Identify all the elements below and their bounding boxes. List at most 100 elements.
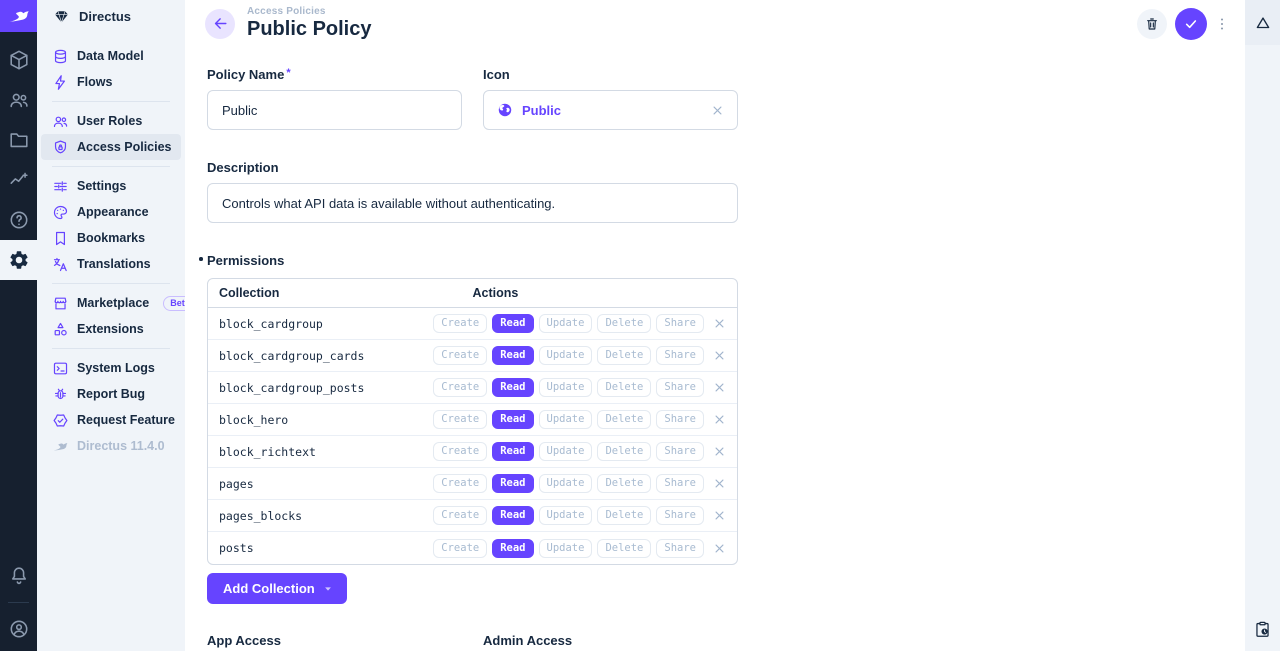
notifications-button[interactable] xyxy=(0,556,37,596)
remove-row-icon[interactable] xyxy=(712,348,727,363)
collection-name[interactable]: pages xyxy=(219,476,254,491)
add-collection-button[interactable]: Add Collection xyxy=(207,573,347,604)
action-chips: Create Read Update Delete Share xyxy=(433,346,704,365)
collection-name[interactable]: block_hero xyxy=(219,412,289,427)
action-chip-read[interactable]: Read xyxy=(492,378,534,397)
action-chip-create[interactable]: Create xyxy=(433,538,488,558)
sidebar-info-button[interactable] xyxy=(1245,0,1280,45)
action-chip-read[interactable]: Read xyxy=(492,474,534,493)
sidebar-item-report-bug[interactable]: Report Bug xyxy=(37,381,185,407)
directus-logo-button[interactable] xyxy=(0,0,37,32)
sidebar-item-label: User Roles xyxy=(77,114,143,128)
action-chip-create[interactable]: Create xyxy=(433,474,488,493)
action-chip-read[interactable]: Read xyxy=(492,442,534,461)
action-chip-create[interactable]: Create xyxy=(433,378,488,397)
breadcrumb[interactable]: Access Policies xyxy=(247,6,326,17)
action-chip-update[interactable]: Update xyxy=(538,538,593,558)
action-chip-read[interactable]: Read xyxy=(492,506,534,525)
action-chip-read[interactable]: Read xyxy=(492,346,534,365)
policy-name-input[interactable] xyxy=(207,90,462,130)
action-chip-create[interactable]: Create xyxy=(433,410,488,429)
remove-row-icon[interactable] xyxy=(712,508,727,523)
collection-name[interactable]: block_cardgroup_posts xyxy=(219,380,365,395)
collection-name[interactable]: pages_blocks xyxy=(219,508,303,523)
remove-row-icon[interactable] xyxy=(712,380,727,395)
sidebar-item-data-model[interactable]: Data Model xyxy=(37,43,185,69)
sidebar-item-flows[interactable]: Flows xyxy=(37,69,185,95)
project-header[interactable]: Directus xyxy=(37,0,185,32)
module-users[interactable] xyxy=(0,80,37,120)
action-chip-read[interactable]: Read xyxy=(492,314,534,333)
folder-icon xyxy=(9,133,28,148)
icon-select-input[interactable]: Public xyxy=(483,90,738,130)
action-chip-create[interactable]: Create xyxy=(433,442,488,461)
action-chip-create[interactable]: Create xyxy=(433,506,488,525)
action-chip-delete[interactable]: Delete xyxy=(597,538,652,558)
action-chip-share[interactable]: Share xyxy=(656,538,704,558)
collection-name[interactable]: block_richtext xyxy=(219,444,316,459)
remove-row-icon[interactable] xyxy=(712,541,727,556)
module-insights[interactable] xyxy=(0,160,37,200)
sidebar-item-request-feature[interactable]: Request Feature xyxy=(37,407,185,433)
action-chip-create[interactable]: Create xyxy=(433,314,488,333)
sidebar-item-settings[interactable]: Settings xyxy=(37,173,185,199)
action-chip-share[interactable]: Share xyxy=(656,474,704,493)
action-chip-share[interactable]: Share xyxy=(656,442,704,461)
action-chip-update[interactable]: Update xyxy=(538,314,593,333)
action-chip-share[interactable]: Share xyxy=(656,314,704,333)
action-chip-update[interactable]: Update xyxy=(538,442,593,461)
more-options-button[interactable] xyxy=(1213,15,1231,33)
revisions-button[interactable] xyxy=(1253,607,1272,651)
action-chip-update[interactable]: Update xyxy=(538,378,593,397)
sidebar-item-bookmarks[interactable]: Bookmarks xyxy=(37,225,185,251)
action-chip-share[interactable]: Share xyxy=(656,506,704,525)
module-bar xyxy=(0,0,37,651)
remove-row-icon[interactable] xyxy=(712,412,727,427)
module-settings[interactable] xyxy=(0,240,37,280)
action-chip-share[interactable]: Share xyxy=(656,410,704,429)
action-chip-delete[interactable]: Delete xyxy=(597,474,652,493)
action-chip-delete[interactable]: Delete xyxy=(597,506,652,525)
module-files[interactable] xyxy=(0,120,37,160)
sidebar-item-system-logs[interactable]: System Logs xyxy=(37,355,185,381)
action-chips: Create Read Update Delete Share xyxy=(433,474,704,493)
remove-row-icon[interactable] xyxy=(712,316,727,331)
action-chip-delete[interactable]: Delete xyxy=(597,442,652,461)
sidebar-item-extensions[interactable]: Extensions xyxy=(37,316,185,342)
action-chip-update[interactable]: Update xyxy=(538,346,593,365)
action-chip-delete[interactable]: Delete xyxy=(597,410,652,429)
action-chip-share[interactable]: Share xyxy=(656,346,704,365)
collection-name[interactable]: posts xyxy=(219,541,254,555)
sidebar-item-marketplace[interactable]: Marketplace Beta xyxy=(37,290,197,316)
project-name: Directus xyxy=(79,8,132,24)
sidebar-item-access-policies[interactable]: Access Policies xyxy=(41,134,181,160)
sidebar-item-appearance[interactable]: Appearance xyxy=(37,199,185,225)
account-button[interactable] xyxy=(0,609,37,649)
action-chip-update[interactable]: Update xyxy=(538,474,593,493)
module-help[interactable] xyxy=(0,200,37,240)
action-chip-delete[interactable]: Delete xyxy=(597,346,652,365)
action-chip-read[interactable]: Read xyxy=(492,538,534,558)
clear-icon-button[interactable] xyxy=(710,103,725,118)
delete-button[interactable] xyxy=(1137,8,1167,39)
collection-name[interactable]: block_cardgroup_cards xyxy=(219,348,365,363)
collection-name[interactable]: block_cardgroup xyxy=(219,316,323,331)
back-button[interactable] xyxy=(205,8,235,39)
save-button[interactable] xyxy=(1175,7,1207,40)
remove-row-icon[interactable] xyxy=(712,476,727,491)
action-chip-share[interactable]: Share xyxy=(656,378,704,397)
action-chips: Create Read Update Delete Share xyxy=(433,538,704,558)
table-row: pages_blocks Create Read Update Delete Share xyxy=(208,500,737,532)
action-chip-update[interactable]: Update xyxy=(538,506,593,525)
module-content[interactable] xyxy=(0,40,37,80)
action-chip-delete[interactable]: Delete xyxy=(597,314,652,333)
action-chip-delete[interactable]: Delete xyxy=(597,378,652,397)
description-input[interactable] xyxy=(207,183,738,223)
action-chip-create[interactable]: Create xyxy=(433,346,488,365)
palette-icon xyxy=(53,205,68,219)
sidebar-item-user-roles[interactable]: User Roles xyxy=(37,108,185,134)
action-chip-update[interactable]: Update xyxy=(538,410,593,429)
action-chip-read[interactable]: Read xyxy=(492,410,534,429)
remove-row-icon[interactable] xyxy=(712,444,727,459)
sidebar-item-translations[interactable]: Translations xyxy=(37,251,185,277)
